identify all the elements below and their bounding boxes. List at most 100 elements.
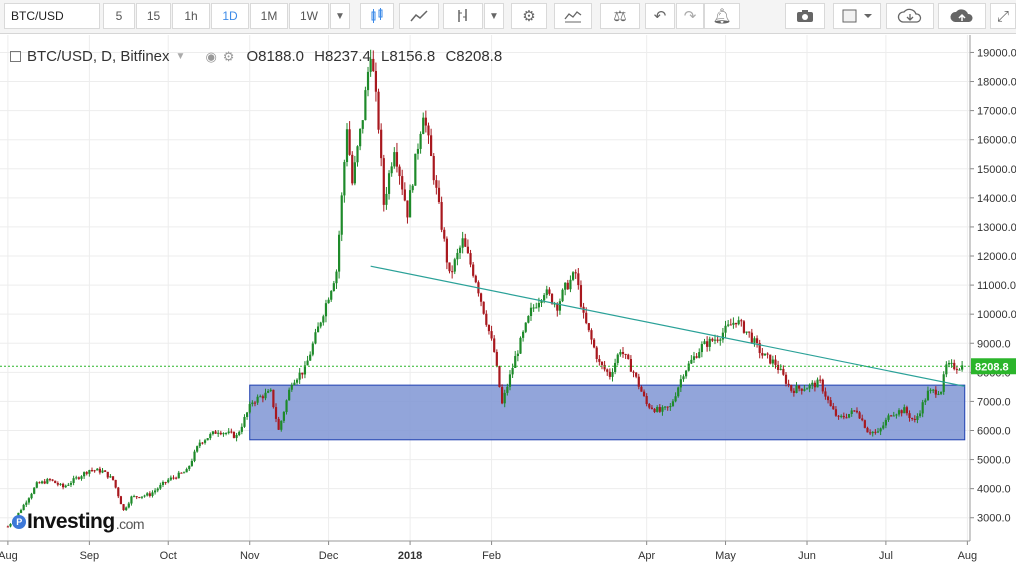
candle-body: [93, 470, 96, 472]
bar-chart-icon[interactable]: [443, 3, 483, 29]
candle-body: [708, 338, 711, 347]
candle-body: [64, 485, 67, 488]
candle-body: [698, 352, 701, 358]
candle-body: [606, 369, 609, 372]
indicators-icon[interactable]: [554, 3, 592, 29]
interval-1m-button[interactable]: 1M: [250, 3, 288, 29]
candle-body: [926, 390, 930, 401]
last-price-badge: [971, 358, 1016, 375]
candle-body: [498, 366, 501, 388]
candle-body: [159, 484, 162, 489]
candle-body: [353, 162, 356, 184]
candle-body: [682, 376, 685, 380]
candle-body: [711, 338, 714, 341]
candle-body: [25, 502, 28, 505]
candle-body: [637, 376, 640, 387]
candle-body: [461, 238, 464, 248]
candle-body: [650, 407, 654, 409]
candle-body: [908, 413, 911, 418]
candle-body: [719, 339, 722, 341]
candle-body: [138, 497, 141, 499]
collapse-square-icon[interactable]: [10, 51, 21, 62]
symbol-input[interactable]: BTC/USD: [4, 3, 100, 29]
area-chart-icon[interactable]: [399, 3, 439, 29]
chevron-down-icon[interactable]: ▼: [330, 3, 350, 29]
candle-body: [737, 320, 740, 325]
x-tick-label: Oct: [160, 550, 177, 562]
candle-body: [895, 414, 898, 416]
candle-body: [401, 176, 404, 190]
candle-body: [855, 410, 859, 413]
candle-body: [569, 279, 572, 290]
legend-open: O8188.0: [246, 48, 304, 65]
candle-body: [458, 247, 462, 253]
candle-body: [309, 354, 312, 361]
cloud-download-icon[interactable]: [886, 3, 934, 29]
cloud-upload-icon[interactable]: [938, 3, 986, 29]
candle-body: [742, 321, 746, 333]
candle-body: [519, 337, 522, 354]
logo-badge-icon: P: [12, 515, 26, 529]
candle-body: [947, 362, 951, 365]
candle-body: [127, 503, 130, 508]
candle-body: [98, 468, 101, 473]
redo-icon[interactable]: ↷: [676, 3, 704, 29]
candle-body: [109, 476, 112, 478]
candle-body: [632, 371, 635, 373]
candle-body: [235, 434, 238, 438]
candle-body: [729, 324, 732, 326]
camera-icon[interactable]: [785, 3, 825, 29]
candle-body: [493, 338, 496, 352]
candle-body: [448, 262, 451, 272]
candle-body: [564, 282, 567, 290]
eye-icon[interactable]: ◉: [205, 48, 217, 64]
candle-body: [511, 367, 514, 375]
candle-body: [380, 129, 383, 159]
candle-body: [653, 408, 656, 412]
candle-body: [51, 479, 54, 481]
interval-15-button[interactable]: 15: [136, 3, 171, 29]
chart-area[interactable]: 3000.04000.05000.06000.07000.08000.09000…: [0, 35, 1016, 566]
square-icon[interactable]: [833, 3, 881, 29]
candle-body: [874, 431, 877, 433]
candle-body: [385, 193, 388, 205]
chevron-down-icon[interactable]: ▼: [175, 51, 186, 62]
candle-body: [177, 472, 180, 479]
gear-icon[interactable]: ⚙: [222, 48, 235, 64]
candle-body: [611, 372, 614, 377]
candles-icon[interactable]: [360, 3, 394, 29]
candle-body: [845, 417, 848, 419]
candle-body: [847, 413, 851, 418]
compare-icon[interactable]: ⚖: [600, 3, 640, 29]
candle-body: [330, 290, 333, 300]
candle-body: [472, 264, 475, 276]
x-tick-label: Aug: [958, 550, 978, 562]
y-tick-label: 7000.0: [977, 396, 1011, 408]
candle-body: [198, 442, 201, 447]
candle-body: [114, 479, 117, 488]
alert-icon[interactable]: 🔔︎: [704, 3, 740, 29]
candle-body: [516, 353, 519, 357]
candle-body: [921, 402, 924, 414]
candle-body: [706, 341, 709, 347]
candle-body: [745, 331, 748, 333]
interval-1w-button[interactable]: 1W: [289, 3, 329, 29]
candle-body: [222, 433, 225, 435]
gear-icon[interactable]: ⚙: [511, 3, 547, 29]
interval-1d-button[interactable]: 1D: [211, 3, 249, 29]
candle-body: [59, 483, 62, 485]
interval-1h-button[interactable]: 1h: [172, 3, 210, 29]
price-chart[interactable]: 3000.04000.05000.06000.07000.08000.09000…: [0, 35, 1016, 566]
candle-body: [256, 396, 259, 403]
fullscreen-icon[interactable]: ⤢: [990, 3, 1016, 29]
candle-body: [876, 431, 880, 433]
candle-body: [319, 322, 322, 327]
last-price-label: 8208.8: [975, 361, 1009, 373]
candle-body: [755, 338, 759, 344]
candle-body: [167, 479, 170, 483]
candle-body: [314, 332, 317, 344]
chevron-down-icon[interactable]: ▼: [484, 3, 504, 29]
interval-5-button[interactable]: 5: [103, 3, 135, 29]
undo-icon[interactable]: ↶: [645, 3, 675, 29]
candle-body: [834, 409, 838, 416]
